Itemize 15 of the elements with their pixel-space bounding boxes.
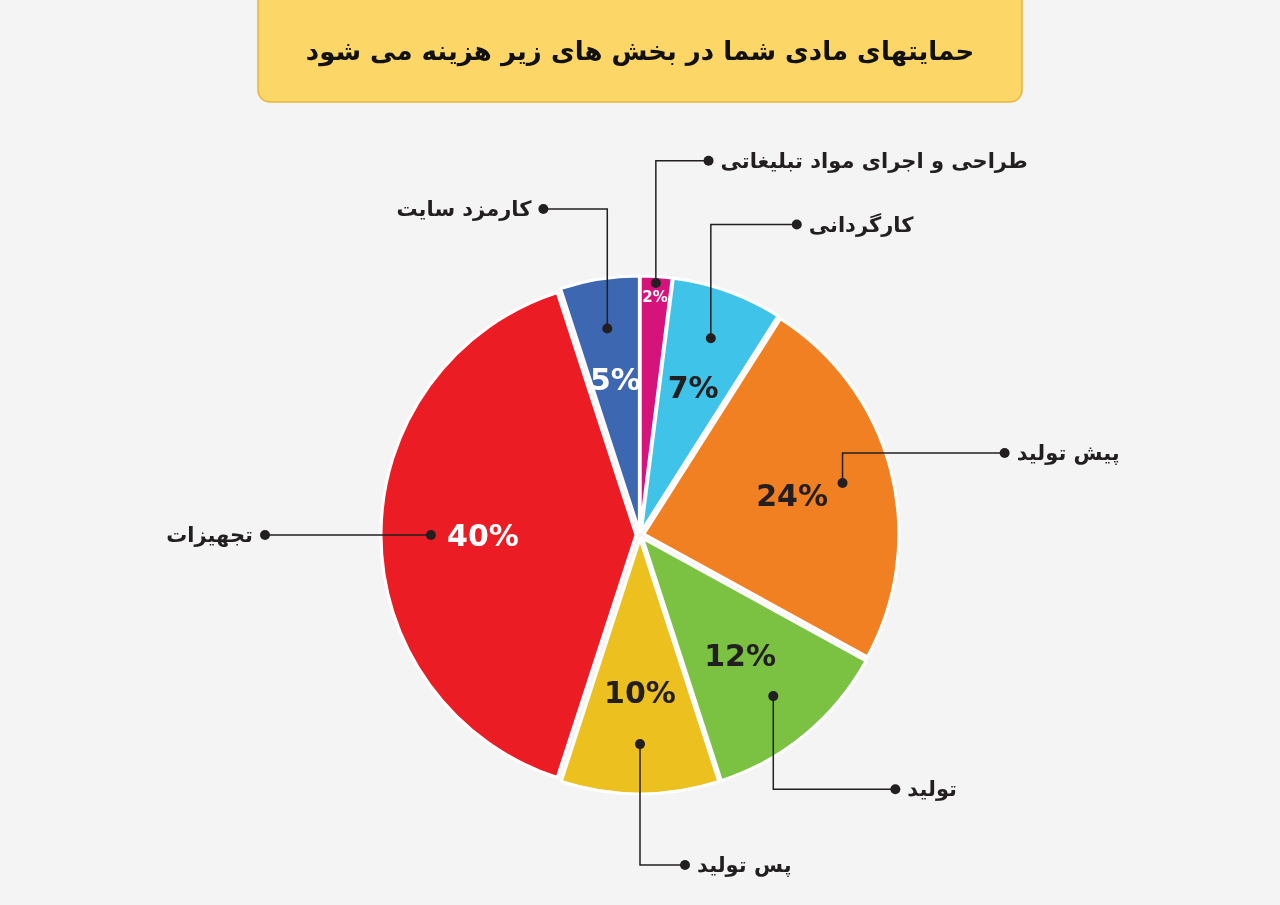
slice-label: پیش تولید xyxy=(1016,440,1120,465)
slice-label: کارگردانی xyxy=(808,211,915,237)
slice-label: تولید xyxy=(907,777,957,802)
data-label: 40% xyxy=(447,517,519,553)
data-label: 2% xyxy=(642,287,668,306)
data-label: 12% xyxy=(704,638,776,674)
data-label: 5% xyxy=(589,362,641,398)
slice-label: طراحی و اجرای مواد تبلیغاتی xyxy=(720,148,1028,173)
slice-label: تجهیزات xyxy=(166,523,253,547)
slice-label: کارمزد سایت xyxy=(396,197,533,222)
slice-label: پس تولید xyxy=(697,853,792,877)
data-label: 10% xyxy=(604,674,676,710)
data-label: 7% xyxy=(667,369,719,405)
data-label: 24% xyxy=(756,478,828,514)
chart-title: حمایتهای مادی شما در بخش های زیر هزینه می شود xyxy=(305,36,975,67)
